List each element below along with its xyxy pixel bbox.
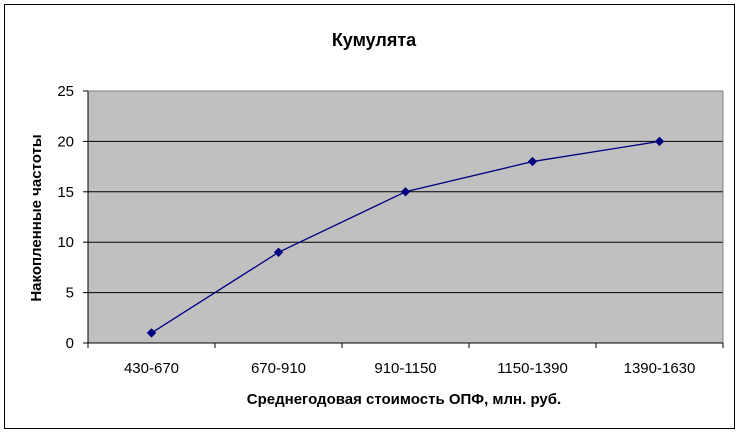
data-point-marker [400,187,411,197]
chart-title: Кумулята [332,30,417,50]
x-tick-label: 1150-1390 [497,360,568,377]
y-tick-label: 20 [57,133,74,150]
y-tick-label: 10 [57,234,74,251]
data-point-marker [527,156,538,167]
y-tick-label: 15 [57,184,74,201]
plot-area [88,91,723,343]
y-tick-label: 0 [66,335,74,352]
axes [83,90,724,348]
x-axis-title: Среднегодовая стоимость ОПФ, млн. руб. [247,391,561,408]
x-tick-label: 910-1150 [374,360,436,377]
x-axis-tick-labels: 430-670 670-910 910-1150 1150-1390 1390-1630 [124,360,695,377]
x-tick-label: 670-910 [251,360,306,377]
data-point-marker [654,136,665,147]
x-tick-label: 430-670 [124,360,179,377]
y-axis-tick-labels: 0 5 10 15 20 25 [57,83,74,352]
data-point-marker [273,247,284,257]
series-markers [146,136,665,338]
y-tick-label: 25 [57,83,74,100]
y-tick-label: 5 [66,285,74,302]
data-point-marker [146,328,157,338]
y-axis-title: Накопленные частоты [28,134,45,301]
x-tick-label: 1390-1630 [624,360,696,377]
